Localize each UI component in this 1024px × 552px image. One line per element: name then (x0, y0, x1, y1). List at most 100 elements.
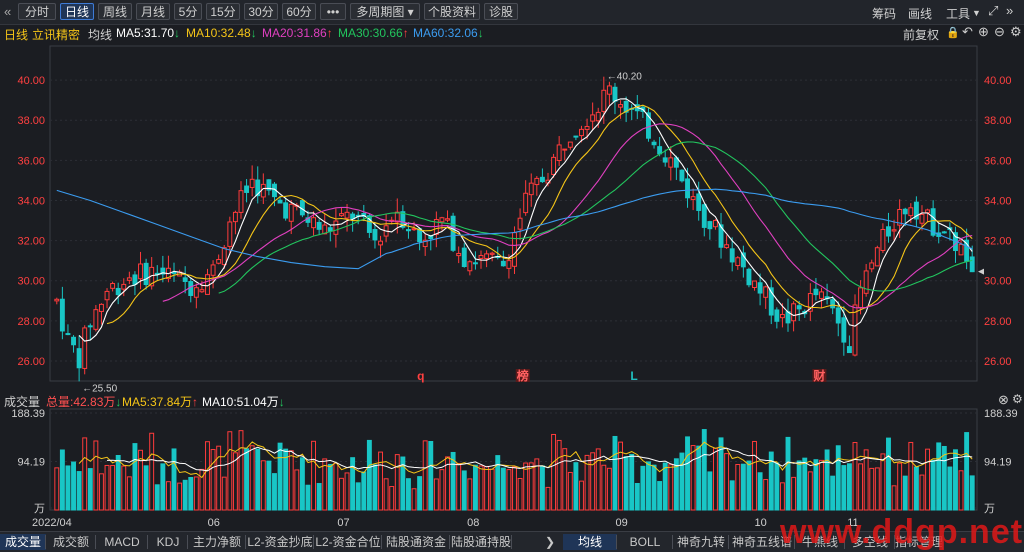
volume-bar (646, 461, 651, 511)
y-tick-label-left: 36.00 (17, 155, 45, 167)
ma-arrow: ↓ (477, 26, 484, 40)
volume-bar (98, 473, 104, 511)
indicator-tab-3[interactable]: KDJ (156, 535, 180, 549)
event-marker[interactable]: 榜 (517, 368, 529, 383)
draw-line-button[interactable]: 画线 (908, 7, 933, 21)
ma-item-2: MA20:31.86↑ (262, 26, 333, 40)
candle (623, 100, 629, 113)
volume-bar (71, 461, 76, 511)
event-marker[interactable]: 财 (812, 368, 825, 383)
indicator-tab-0[interactable]: 成交量 (0, 534, 46, 550)
tools-dropdown-icon[interactable]: ▼ (972, 8, 981, 18)
volume-bar (573, 462, 579, 511)
overlay-tab-3[interactable]: 神奇五线谱 (731, 535, 792, 549)
chips-button[interactable]: 筹码 (872, 7, 897, 21)
tab-0[interactable]: 分时 (18, 3, 56, 20)
undo-icon[interactable]: ↶ (962, 24, 973, 39)
indicator-tab-7[interactable]: 陆股通资金 (385, 535, 446, 549)
candle (528, 182, 534, 196)
candle (288, 203, 294, 222)
volume-bar (439, 469, 445, 511)
vol-legend-item-1: MA5:37.84万↑ (122, 395, 199, 409)
event-marker-box (812, 369, 827, 382)
candle (651, 141, 657, 146)
volume-bar (366, 439, 372, 511)
settings-icon[interactable]: ⚙ (1012, 392, 1023, 406)
overlay-tab-0[interactable]: 均线 (563, 534, 617, 550)
volume-bar (618, 441, 624, 511)
indicator-tab-1[interactable]: 成交额 (52, 535, 89, 549)
indicator-tab-6[interactable]: L2-资金合位 (315, 535, 381, 549)
chart-area[interactable]: 26.00 26.00 28.00 28.00 30.00 30.00 32.00 32.00… (0, 42, 1024, 531)
volume-bar (841, 465, 847, 511)
ma-label[interactable]: 均线 (88, 28, 113, 42)
volume-bar (394, 454, 400, 511)
vol-legend-item-2: MA10:51.04万↓ (202, 395, 285, 409)
settings-icon[interactable]: ⚙ (1010, 24, 1022, 39)
event-marker[interactable]: q (417, 369, 424, 383)
candle (796, 305, 802, 310)
tab-11[interactable]: 诊股 (484, 3, 518, 20)
tab-2[interactable]: 周线 (98, 3, 132, 20)
volume-bar (752, 440, 757, 511)
volume-bar (210, 449, 216, 511)
tab-5[interactable]: 15分 (206, 3, 240, 20)
candle (372, 229, 378, 241)
volume-bar (796, 460, 802, 511)
indicator-tab-2[interactable]: MACD (104, 535, 140, 549)
candle (813, 288, 819, 296)
indicator-tab-4[interactable]: 主力净额 (192, 535, 241, 549)
candle (556, 144, 562, 162)
tab-4[interactable]: 5分 (174, 3, 202, 20)
y-tick-label-left: 34.00 (17, 195, 45, 207)
tools-button[interactable]: 工具 (946, 7, 971, 21)
overlay-tab-4[interactable]: 牛熊线 (801, 535, 838, 549)
vol-tick-left: 万 (34, 503, 45, 515)
overlay-tab-1[interactable]: BOLL (629, 535, 661, 549)
volume-bar (266, 460, 272, 511)
volume-bar (584, 454, 590, 511)
tab-7[interactable]: 60分 (282, 3, 316, 20)
volume-bar (484, 465, 490, 511)
indicator-tab-8[interactable]: 陆股通持股 (450, 535, 511, 549)
event-marker[interactable]: L (630, 369, 637, 383)
lock-icon[interactable]: 🔒 (946, 27, 960, 39)
double-chevron-right-icon[interactable]: » (1006, 3, 1014, 18)
candle (595, 111, 601, 122)
candle (779, 313, 785, 319)
volume-bar (277, 442, 283, 511)
tab-10[interactable]: 个股资料 (424, 3, 480, 20)
candle (199, 289, 205, 293)
volume-bar (824, 449, 830, 511)
tab-6[interactable]: 30分 (244, 3, 278, 20)
y-tick-label-right: 40.00 (984, 75, 1012, 87)
overlay-tab-2[interactable]: 神奇九转 (676, 535, 725, 549)
vol-legend-item-0: 总量:42.83万↓ (46, 395, 122, 409)
adjust-label[interactable]: 前复权 (903, 28, 940, 42)
chevron-right-icon[interactable]: ❯ (544, 535, 556, 549)
tab-8[interactable]: ••• (320, 3, 346, 20)
overlay-tab-5[interactable]: 多空线 (851, 535, 888, 549)
candle (171, 271, 177, 274)
volume-bar (590, 452, 596, 511)
tab-3[interactable]: 月线 (136, 3, 170, 20)
volume-bar (913, 466, 919, 511)
tab-9[interactable]: 多周期图 ▾ (350, 3, 420, 20)
close-icon[interactable]: ⊗ (998, 392, 1009, 407)
ma-arrow: ↑ (402, 26, 409, 40)
candle (763, 286, 769, 298)
fullscreen-icon[interactable]: ⤢ (988, 3, 999, 18)
candle (657, 146, 663, 155)
volume-bar (87, 468, 93, 511)
double-chevron-left-icon[interactable]: « (4, 4, 12, 19)
tab-1[interactable]: 日线 (60, 3, 94, 20)
indicator-tab-5[interactable]: L2-资金抄底 (247, 535, 313, 549)
overlay-tab-6[interactable]: 指标管理 (895, 535, 944, 549)
candle (260, 183, 266, 198)
candle (685, 178, 690, 199)
zoom-out-icon[interactable]: ⊖ (994, 24, 1005, 39)
candle (478, 254, 484, 259)
zoom-in-icon[interactable]: ⊕ (978, 24, 989, 39)
volume-bar (953, 449, 958, 511)
candle (82, 327, 88, 369)
